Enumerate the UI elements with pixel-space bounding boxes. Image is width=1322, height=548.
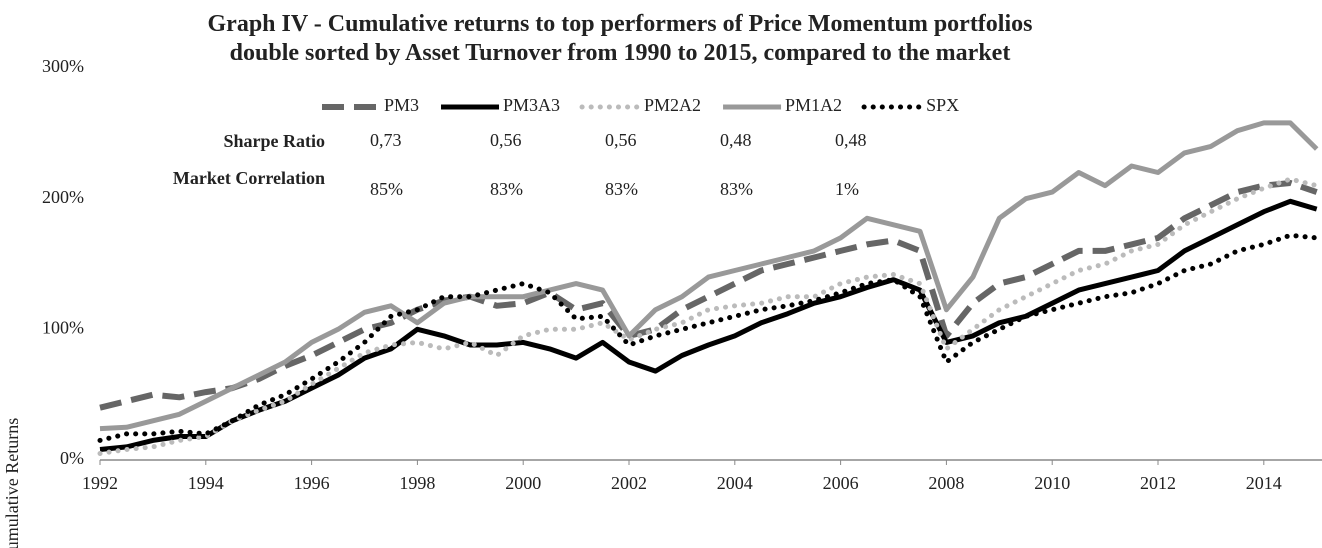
x-tick-label: 1998: [399, 473, 435, 493]
x-tick-label: 2006: [823, 473, 859, 493]
stat-value: 0,56: [490, 130, 522, 150]
series-line: [97, 176, 1320, 456]
y-tick-label: 300%: [42, 56, 84, 76]
stat-value: 0,48: [720, 130, 752, 150]
y-axis-title: Cumulative Returns: [2, 418, 22, 548]
x-tick-label: 1996: [294, 473, 330, 493]
x-tick-label: 2010: [1034, 473, 1070, 493]
x-tick-label: 2014: [1246, 473, 1282, 493]
stat-value: 85%: [370, 179, 403, 199]
stat-value: 83%: [490, 179, 523, 199]
x-tick-label: 2000: [505, 473, 541, 493]
series-line: [97, 232, 1320, 443]
stat-value: 0,48: [835, 130, 867, 150]
y-tick-label: 200%: [42, 187, 84, 207]
legend-label: PM2A2: [644, 95, 701, 115]
legend-label: PM1A2: [785, 95, 842, 115]
stat-label: Market Correlation: [172, 168, 325, 188]
x-tick-label: 2004: [717, 473, 753, 493]
stat-value: 1%: [835, 179, 859, 199]
legend-label: PM3A3: [503, 95, 560, 115]
series-line: [99, 180, 1318, 411]
x-tick-label: 2008: [928, 473, 964, 493]
y-tick-label: 100%: [42, 317, 84, 337]
stat-value: 83%: [605, 179, 638, 199]
x-tick-label: 2012: [1140, 473, 1176, 493]
series-line: [99, 120, 1319, 432]
stat-value: 0,73: [370, 130, 402, 150]
stat-value: 0,56: [605, 130, 637, 150]
y-tick-label: 0%: [60, 448, 84, 468]
x-tick-label: 1992: [82, 473, 118, 493]
series-line: [99, 198, 1318, 452]
legend-label: SPX: [926, 95, 959, 115]
stat-value: 83%: [720, 179, 753, 199]
legend-label: PM3: [384, 95, 419, 115]
stat-label: Sharpe Ratio: [223, 131, 325, 151]
x-tick-label: 2002: [611, 473, 647, 493]
chart-title: Graph IV - Cumulative returns to top per…: [207, 11, 1033, 66]
x-tick-label: 1994: [188, 473, 224, 493]
